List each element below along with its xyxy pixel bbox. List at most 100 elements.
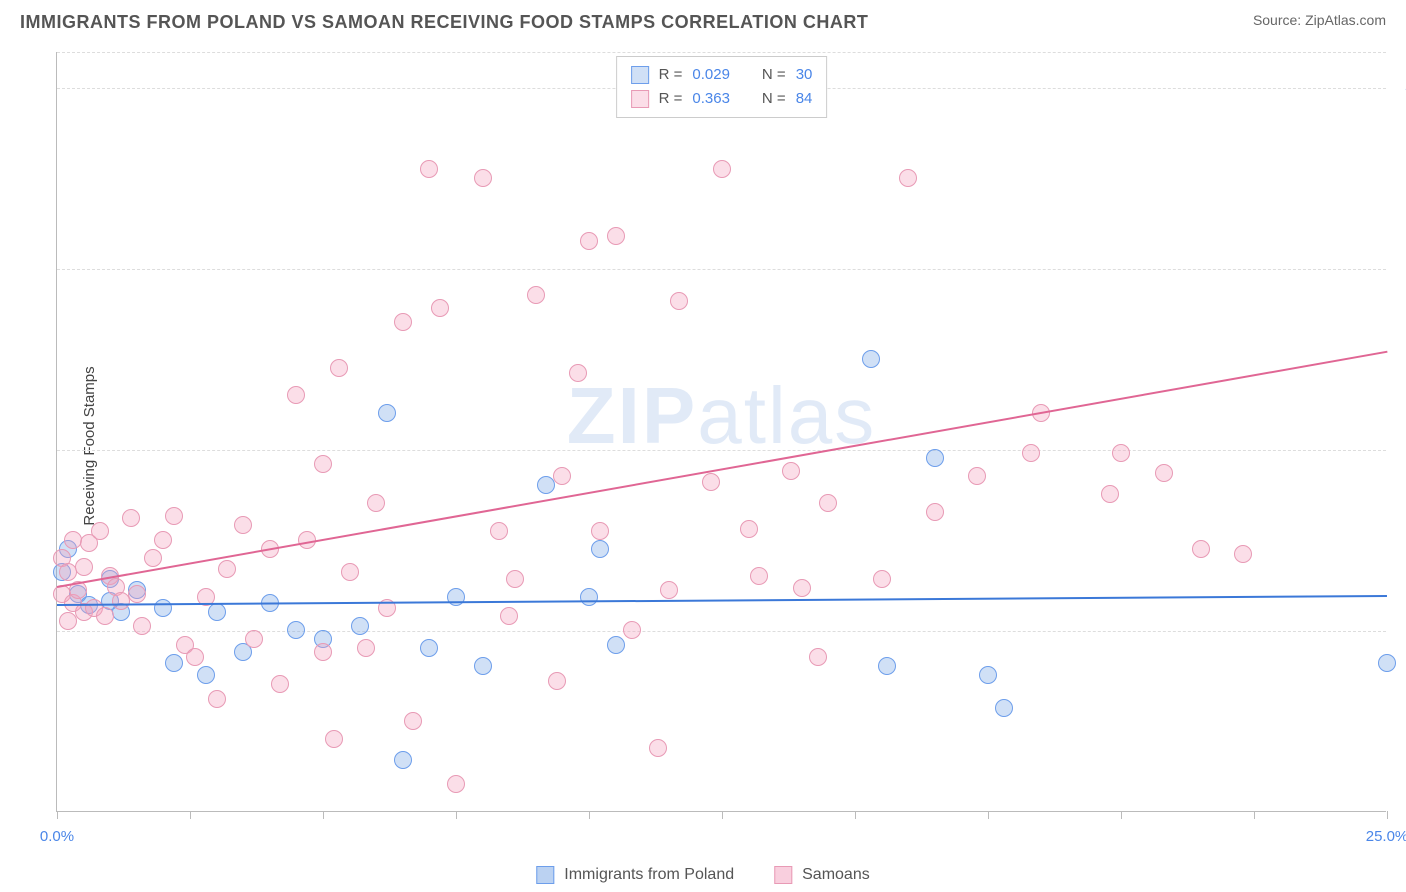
gridline bbox=[57, 269, 1386, 270]
x-tick-label: 25.0% bbox=[1366, 828, 1406, 845]
data-point bbox=[91, 522, 109, 540]
data-point bbox=[96, 607, 114, 625]
data-point bbox=[351, 617, 369, 635]
trend-line bbox=[57, 351, 1387, 588]
legend-row: R =0.363N =84 bbox=[631, 87, 813, 111]
legend-label: Immigrants from Poland bbox=[564, 866, 734, 884]
trend-line bbox=[57, 595, 1387, 606]
data-point bbox=[873, 570, 891, 588]
data-point bbox=[271, 675, 289, 693]
data-point bbox=[1192, 540, 1210, 558]
data-point bbox=[144, 549, 162, 567]
data-point bbox=[59, 612, 77, 630]
data-point bbox=[527, 286, 545, 304]
data-point bbox=[420, 160, 438, 178]
data-point bbox=[367, 494, 385, 512]
data-point bbox=[979, 666, 997, 684]
x-tick bbox=[988, 811, 989, 819]
data-point bbox=[474, 657, 492, 675]
data-point bbox=[899, 169, 917, 187]
legend-swatch bbox=[631, 66, 649, 84]
data-point bbox=[378, 404, 396, 422]
data-point bbox=[548, 672, 566, 690]
data-point bbox=[819, 494, 837, 512]
x-tick bbox=[722, 811, 723, 819]
data-point bbox=[447, 588, 465, 606]
data-point bbox=[287, 386, 305, 404]
data-point bbox=[447, 775, 465, 793]
plot-region: ZIPatlas R =0.029N =30R =0.363N =84 10.0… bbox=[56, 52, 1386, 812]
data-point bbox=[357, 639, 375, 657]
data-point bbox=[394, 313, 412, 331]
data-point bbox=[995, 699, 1013, 717]
data-point bbox=[569, 364, 587, 382]
data-point bbox=[431, 299, 449, 317]
data-point bbox=[862, 350, 880, 368]
data-point bbox=[404, 712, 422, 730]
chart-title: IMMIGRANTS FROM POLAND VS SAMOAN RECEIVI… bbox=[20, 12, 868, 33]
data-point bbox=[208, 603, 226, 621]
data-point bbox=[474, 169, 492, 187]
data-point bbox=[314, 643, 332, 661]
x-tick bbox=[1121, 811, 1122, 819]
data-point bbox=[490, 522, 508, 540]
legend-item: Immigrants from Poland bbox=[536, 866, 734, 884]
data-point bbox=[165, 654, 183, 672]
data-point bbox=[1022, 444, 1040, 462]
x-tick bbox=[589, 811, 590, 819]
data-point bbox=[218, 560, 236, 578]
x-tick-label: 0.0% bbox=[40, 828, 74, 845]
data-point bbox=[197, 666, 215, 684]
data-point bbox=[713, 160, 731, 178]
data-point bbox=[702, 473, 720, 491]
data-point bbox=[500, 607, 518, 625]
data-point bbox=[420, 639, 438, 657]
data-point bbox=[809, 648, 827, 666]
data-point bbox=[1234, 545, 1252, 563]
data-point bbox=[740, 520, 758, 538]
gridline bbox=[57, 52, 1386, 53]
data-point bbox=[537, 476, 555, 494]
y-tick-label: 10.0% bbox=[1393, 623, 1406, 640]
data-point bbox=[341, 563, 359, 581]
data-point bbox=[926, 449, 944, 467]
data-point bbox=[1378, 654, 1396, 672]
data-point bbox=[394, 751, 412, 769]
y-tick-label: 40.0% bbox=[1393, 80, 1406, 97]
legend-label: Samoans bbox=[802, 866, 870, 884]
x-tick bbox=[190, 811, 191, 819]
data-point bbox=[968, 467, 986, 485]
data-point bbox=[553, 467, 571, 485]
data-point bbox=[314, 455, 332, 473]
legend-item: Samoans bbox=[774, 866, 870, 884]
source-credit: Source: ZipAtlas.com bbox=[1253, 12, 1386, 28]
x-tick bbox=[323, 811, 324, 819]
x-tick bbox=[1387, 811, 1388, 819]
series-legend: Immigrants from Poland Samoans bbox=[536, 866, 869, 884]
legend-swatch bbox=[631, 90, 649, 108]
data-point bbox=[122, 509, 140, 527]
legend-swatch bbox=[774, 866, 792, 884]
x-tick bbox=[1254, 811, 1255, 819]
x-tick bbox=[855, 811, 856, 819]
chart-area: ZIPatlas R =0.029N =30R =0.363N =84 10.0… bbox=[56, 52, 1386, 812]
x-tick bbox=[456, 811, 457, 819]
data-point bbox=[133, 617, 151, 635]
data-point bbox=[878, 657, 896, 675]
data-point bbox=[186, 648, 204, 666]
data-point bbox=[64, 531, 82, 549]
data-point bbox=[165, 507, 183, 525]
header: IMMIGRANTS FROM POLAND VS SAMOAN RECEIVI… bbox=[0, 0, 1406, 33]
data-point bbox=[287, 621, 305, 639]
data-point bbox=[234, 516, 252, 534]
data-point bbox=[154, 531, 172, 549]
gridline bbox=[57, 450, 1386, 451]
correlation-legend: R =0.029N =30R =0.363N =84 bbox=[616, 56, 828, 118]
data-point bbox=[245, 630, 263, 648]
legend-swatch bbox=[536, 866, 554, 884]
data-point bbox=[128, 585, 146, 603]
data-point bbox=[591, 522, 609, 540]
data-point bbox=[607, 636, 625, 654]
y-tick-label: 30.0% bbox=[1393, 261, 1406, 278]
data-point bbox=[793, 579, 811, 597]
